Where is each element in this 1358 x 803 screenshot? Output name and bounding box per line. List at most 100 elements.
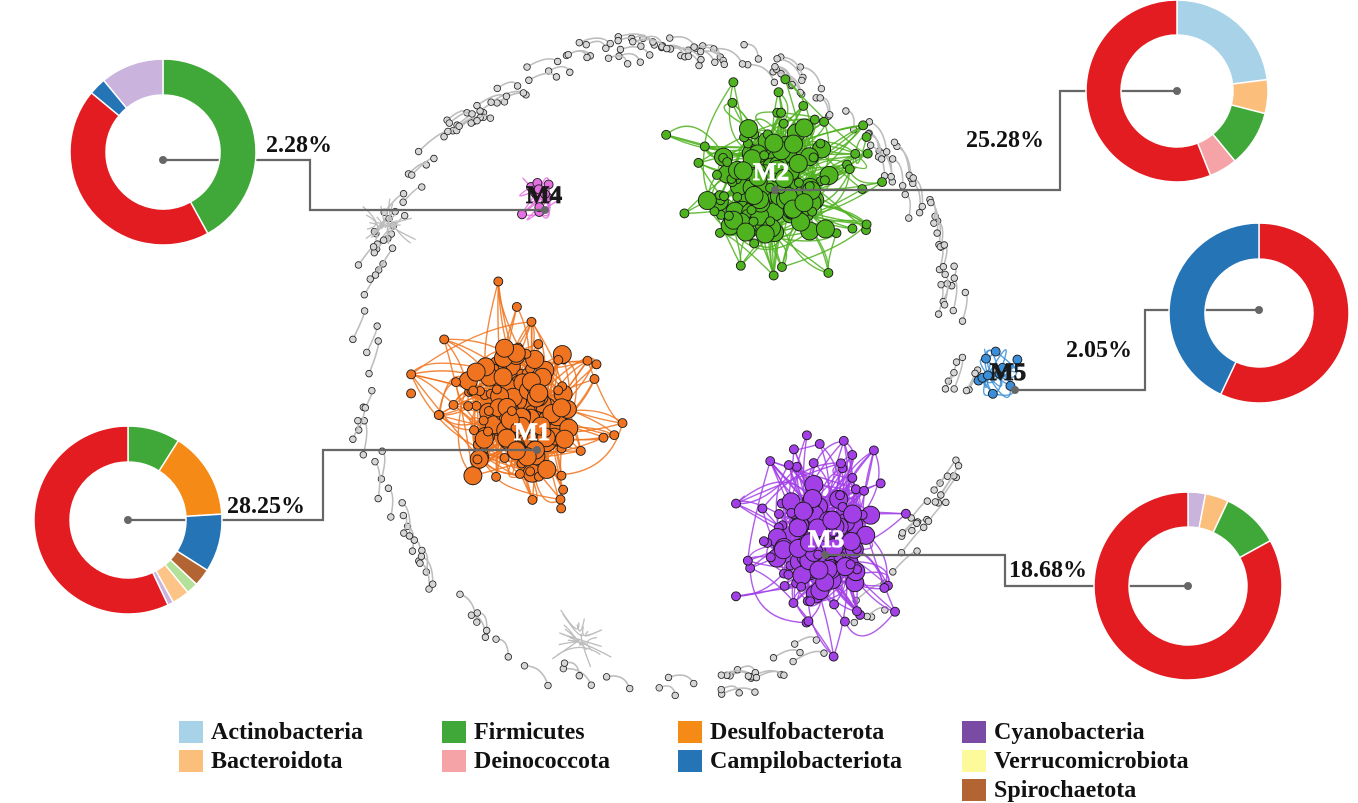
peripheral-node [877, 155, 886, 163]
module-m2-node [815, 219, 835, 239]
peripheral-node [369, 243, 378, 251]
peripheral-node [752, 673, 761, 682]
module-m3-node [805, 596, 816, 607]
peripheral-node [820, 649, 828, 657]
peripheral-node [754, 55, 763, 63]
connector-m1 [128, 448, 537, 522]
module-m1-node [582, 355, 593, 366]
legend-item-firmicutes: Firmicutes [442, 719, 585, 745]
peripheral-node [552, 73, 561, 81]
peripheral-node [425, 585, 433, 593]
module-m2-edge [827, 232, 838, 274]
peripheral-node [566, 68, 574, 76]
peripheral-node [629, 38, 637, 46]
peripheral-node [445, 119, 454, 127]
peripheral-node [958, 317, 967, 325]
peripheral-node [697, 55, 705, 64]
module-m3-edge [749, 567, 835, 657]
module-m3-node [783, 569, 794, 580]
legend-swatch [678, 721, 702, 743]
legend-swatch [179, 750, 203, 772]
peripheral-node [487, 98, 495, 106]
peripheral-edge [380, 211, 399, 230]
percent-m5: 2.05% [1066, 337, 1132, 363]
peripheral-node [429, 580, 437, 588]
module-m3-node [900, 508, 911, 519]
peripheral-node [525, 76, 533, 84]
module-m3-node [793, 501, 813, 521]
percent-m4: 2.28% [266, 132, 332, 158]
peripheral-node [930, 486, 938, 494]
peripheral-node [414, 147, 423, 156]
module-m3-node [765, 456, 776, 467]
module-m5-node [987, 388, 998, 399]
peripheral-edge [564, 628, 581, 647]
peripheral-node [949, 306, 958, 315]
donut-m3-slice-others [1093, 491, 1283, 681]
module-m2-node [699, 141, 710, 152]
peripheral-node [954, 462, 963, 470]
module-m3-node [796, 581, 807, 592]
module-m3-node [836, 458, 846, 469]
module-m1-node [514, 469, 525, 479]
peripheral-node [482, 626, 491, 635]
peripheral-node [473, 101, 481, 110]
module-m2-edge [729, 225, 811, 251]
module-m1-node [439, 334, 450, 345]
legend-swatch [442, 750, 466, 772]
peripheral-node [789, 657, 797, 666]
module-m1-node [589, 374, 600, 384]
peripheral-edge [471, 614, 487, 638]
peripheral-node [671, 691, 679, 700]
peripheral-node [368, 386, 376, 395]
peripheral-node [623, 60, 632, 68]
peripheral-node [384, 484, 393, 492]
module-m1-node [537, 459, 557, 479]
peripheral-node [371, 457, 379, 466]
peripheral-node [773, 55, 781, 63]
peripheral-node [602, 673, 611, 681]
module-m3-edge [832, 454, 853, 479]
module-label-m3: M3 [808, 526, 844, 553]
peripheral-node [790, 640, 799, 648]
peripheral-node [958, 353, 967, 362]
legend-label: Firmicutes [474, 719, 585, 745]
module-m5-edge [1000, 359, 1018, 381]
network-figure: M1 M2 M3 M4 M5 28.25% 25.28% 18.68% 2.28… [33, 0, 1350, 700]
peripheral-edge [560, 609, 580, 630]
peripheral-node [399, 190, 408, 198]
peripheral-node [504, 653, 512, 661]
module-m1-node [469, 425, 479, 436]
peripheral-node [365, 369, 373, 378]
module-m3-node [742, 555, 753, 566]
module-m2-node [709, 206, 720, 217]
module-m3-edge [747, 460, 771, 561]
module-m2-node [844, 164, 855, 175]
legend-label: Deinococcota [474, 748, 610, 774]
module-m1-node [617, 418, 628, 429]
module-m1-node [556, 503, 567, 514]
module-m1-node [591, 359, 602, 370]
legend-item-bacteroidota: Bacteroidota [179, 748, 343, 774]
module-m1-node [555, 494, 566, 505]
peripheral-node [796, 648, 804, 657]
module-m2-node [815, 138, 826, 149]
module-m4-cluster [517, 177, 560, 221]
module-m2-node [808, 152, 819, 163]
donut-m1-slice-others [33, 425, 170, 615]
module-m2-node [765, 216, 776, 227]
peripheral-node [898, 529, 907, 537]
donut-m3 [1093, 491, 1283, 681]
peripheral-node [890, 138, 899, 147]
peripheral-node [400, 211, 409, 220]
module-m3-edge [749, 568, 807, 624]
module-m1-node [552, 398, 571, 418]
module-m4-node [543, 179, 554, 190]
module-m5-edge [985, 358, 1019, 378]
connector-m5-end-dot [1255, 306, 1263, 314]
peripheral-node [950, 368, 958, 377]
donut-m5 [1168, 222, 1350, 404]
donut-m4-slice-others [69, 91, 209, 246]
peripheral-edge [526, 58, 559, 68]
peripheral-node [817, 84, 826, 93]
